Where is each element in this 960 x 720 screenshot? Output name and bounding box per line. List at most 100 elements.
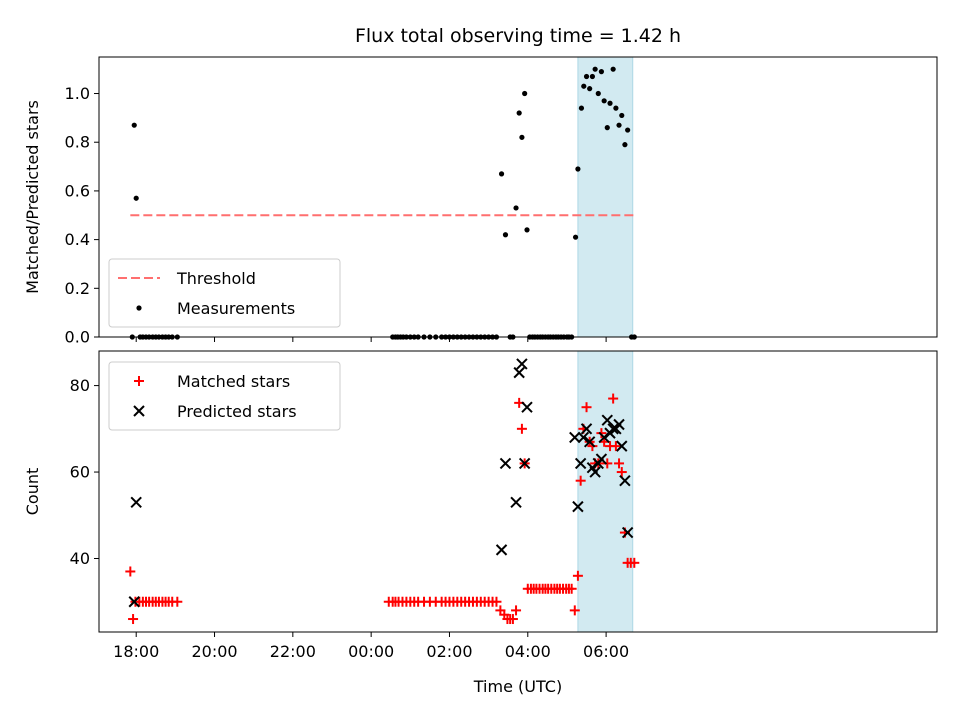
x-tick-label: 02:00 <box>426 642 472 661</box>
data-point <box>128 614 139 625</box>
data-point <box>583 73 590 80</box>
data-point <box>125 566 136 577</box>
x-axis-label: Time (UTC) <box>473 677 562 696</box>
data-point <box>592 66 598 72</box>
data-point <box>595 453 608 465</box>
count-panel: 40 60 80 18:00 20:00 22:00 00:00 02:00 04:00 06:0… <box>23 350 938 661</box>
data-point <box>619 112 625 119</box>
y-tick-label: 60 <box>70 463 90 482</box>
data-point <box>613 418 625 431</box>
data-point <box>613 105 619 111</box>
x-stroke-b <box>569 431 581 444</box>
data-point <box>128 596 140 608</box>
data-point <box>604 125 610 131</box>
data-point <box>572 234 579 240</box>
y-tick-label: 0.0 <box>65 328 90 347</box>
data-point <box>574 457 587 470</box>
data-point <box>587 86 593 92</box>
data-point <box>513 205 519 211</box>
data-point <box>133 195 139 201</box>
data-point <box>502 232 509 238</box>
legend-label: Predicted stars <box>177 402 297 421</box>
y-tick-label: 1.0 <box>65 84 90 103</box>
data-point <box>616 122 622 128</box>
data-point <box>491 596 502 607</box>
data-point <box>614 458 625 469</box>
data-point <box>616 440 628 452</box>
series-matched-stars <box>125 393 640 625</box>
y-axis-label: Matched/Predicted stars <box>23 100 42 294</box>
y-axis-label: Count <box>23 468 42 516</box>
y-tick-label: 80 <box>70 376 90 395</box>
y-tick-label: 40 <box>70 549 90 568</box>
data-point <box>629 557 640 568</box>
data-point <box>595 90 601 97</box>
data-point <box>513 366 525 379</box>
plot-frame <box>98 56 938 338</box>
legend-label: Measurements <box>177 299 295 318</box>
x-stroke-b <box>133 405 145 417</box>
observing-window-span <box>577 56 634 338</box>
data-point <box>602 458 613 469</box>
data-point <box>589 73 596 80</box>
chart-title: Flux total observing time = 1.42 h <box>355 25 681 47</box>
legend-box <box>108 258 341 328</box>
data-point <box>581 83 587 89</box>
ratio-panel: 0.0 0.2 0.4 0.6 0.8 1.0 Matched/Predicted star… <box>23 56 938 347</box>
data-point <box>598 69 605 75</box>
data-point <box>499 457 512 470</box>
data-point <box>511 605 522 616</box>
x-stroke-b <box>598 431 610 444</box>
legend-marker <box>133 405 145 417</box>
x-stroke-b <box>580 423 593 435</box>
x-stroke-b <box>130 496 142 509</box>
observing-window-span <box>577 350 634 633</box>
legend-box <box>108 361 341 431</box>
legend-label: Matched stars <box>177 372 290 391</box>
series-predicted-stars <box>128 358 634 608</box>
data-point <box>498 171 505 177</box>
legend-marker <box>134 376 144 386</box>
x-stroke-b <box>513 366 525 379</box>
data-point <box>524 227 530 233</box>
x-stroke-b <box>613 418 625 431</box>
data-point <box>572 570 583 581</box>
x-stroke-b <box>499 457 512 470</box>
x-stroke-b <box>595 453 608 465</box>
data-point <box>522 90 528 97</box>
x-stroke-b <box>574 457 587 470</box>
data-point <box>601 98 607 104</box>
x-stroke-b <box>586 462 599 474</box>
data-point <box>578 105 585 111</box>
x-stroke-b <box>589 466 601 478</box>
data-point <box>580 423 593 435</box>
data-point <box>575 166 581 172</box>
data-point <box>516 110 522 116</box>
data-point <box>616 467 627 478</box>
data-point <box>569 605 580 616</box>
data-point <box>583 436 596 448</box>
data-point <box>566 583 577 594</box>
data-point <box>130 496 142 509</box>
data-point <box>601 414 613 426</box>
x-stroke-b <box>128 596 140 608</box>
data-point <box>131 122 137 128</box>
x-tick-label: 04:00 <box>505 642 551 661</box>
data-point <box>581 402 592 413</box>
data-point <box>607 423 619 435</box>
data-point <box>622 142 628 148</box>
data-point <box>521 401 533 413</box>
data-point <box>596 428 607 439</box>
x-stroke-b <box>577 431 590 444</box>
x-stroke-b <box>583 436 596 448</box>
data-point <box>518 457 531 470</box>
data-point <box>519 134 525 140</box>
x-stroke-b <box>521 401 533 413</box>
x-tick-label: 18:00 <box>113 642 159 661</box>
data-point <box>507 614 518 625</box>
series-measurements <box>129 66 637 340</box>
data-point <box>598 431 610 444</box>
data-point <box>172 596 183 607</box>
legend-label: Threshold <box>176 269 256 288</box>
